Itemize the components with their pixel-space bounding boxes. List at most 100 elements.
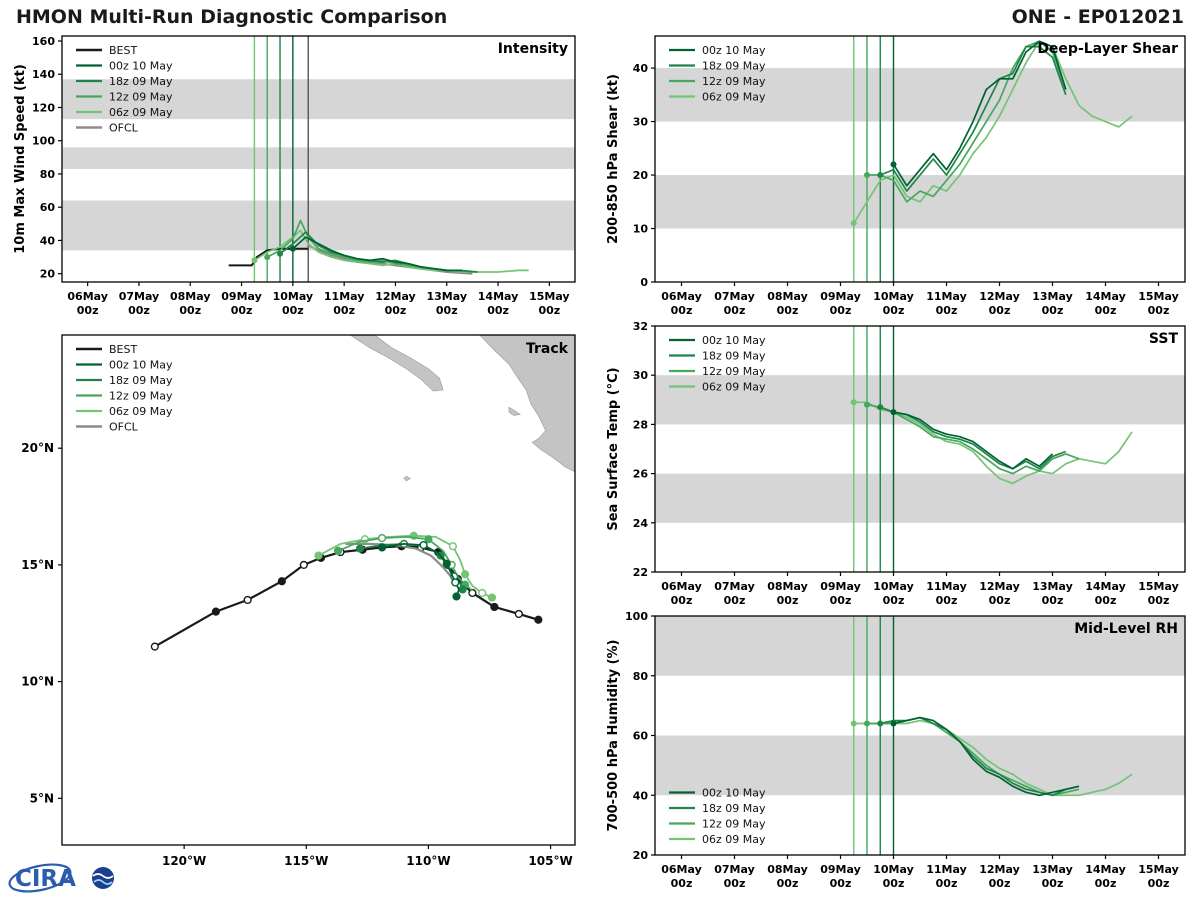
svg-text:Deep-Layer Shear: Deep-Layer Shear: [1037, 41, 1178, 57]
svg-text:13May: 13May: [1032, 290, 1073, 303]
svg-text:160: 160: [32, 35, 55, 48]
svg-text:SST: SST: [1149, 331, 1179, 347]
svg-text:20: 20: [40, 268, 56, 281]
svg-text:08May: 08May: [767, 580, 808, 593]
svg-text:00z: 00z: [883, 594, 905, 607]
storm-id: ONE - EP012021: [1011, 6, 1184, 28]
svg-text:OFCL: OFCL: [109, 421, 139, 434]
cira-swirl: [8, 863, 72, 893]
svg-text:00z: 00z: [777, 304, 799, 317]
svg-text:18z 09 May: 18z 09 May: [702, 350, 766, 363]
svg-text:40: 40: [633, 62, 649, 75]
svg-text:10: 10: [633, 223, 649, 236]
svg-text:60: 60: [40, 201, 56, 214]
svg-text:12z 09 May: 12z 09 May: [702, 365, 766, 378]
svg-text:10May: 10May: [873, 863, 914, 876]
svg-text:09May: 09May: [820, 580, 861, 593]
svg-text:06May: 06May: [661, 580, 702, 593]
svg-text:10May: 10May: [873, 290, 914, 303]
svg-text:14May: 14May: [478, 290, 519, 303]
svg-text:BEST: BEST: [109, 343, 137, 356]
svg-text:00z: 00z: [487, 304, 509, 317]
svg-text:15°N: 15°N: [21, 558, 54, 572]
svg-text:00z: 00z: [333, 304, 355, 317]
mid-level-rh-chart: 06May00z07May00z08May00z09May00z10May00z…: [606, 610, 1186, 890]
svg-text:140: 140: [32, 68, 55, 81]
svg-text:10m Max Wind Speed (kt): 10m Max Wind Speed (kt): [13, 64, 28, 254]
svg-text:20: 20: [633, 849, 649, 862]
sst-chart: 06May00z07May00z08May00z09May00z10May00z…: [606, 320, 1186, 607]
svg-text:06z 09 May: 06z 09 May: [109, 106, 173, 119]
svg-text:18z 09 May: 18z 09 May: [702, 802, 766, 815]
svg-text:13May: 13May: [1032, 863, 1073, 876]
svg-text:80: 80: [633, 670, 649, 683]
svg-text:00z: 00z: [671, 304, 693, 317]
svg-text:12May: 12May: [979, 290, 1020, 303]
svg-text:06May: 06May: [661, 863, 702, 876]
svg-text:09May: 09May: [820, 863, 861, 876]
svg-text:Sea Surface Temp (°C): Sea Surface Temp (°C): [606, 367, 621, 530]
svg-text:00z: 00z: [282, 304, 304, 317]
svg-text:00z: 00z: [724, 304, 746, 317]
svg-text:08May: 08May: [767, 290, 808, 303]
svg-text:30: 30: [633, 369, 649, 382]
svg-text:12z 09 May: 12z 09 May: [109, 390, 173, 403]
svg-text:00z: 00z: [989, 594, 1011, 607]
svg-text:08May: 08May: [170, 290, 211, 303]
svg-text:12May: 12May: [979, 580, 1020, 593]
svg-text:08May: 08May: [767, 863, 808, 876]
svg-text:40: 40: [40, 234, 56, 247]
svg-text:13May: 13May: [1032, 580, 1073, 593]
svg-text:00z: 00z: [77, 304, 99, 317]
svg-text:00z: 00z: [883, 304, 905, 317]
svg-text:15May: 15May: [1138, 290, 1179, 303]
svg-text:200-850 hPa Shear (kt): 200-850 hPa Shear (kt): [606, 74, 621, 244]
svg-text:00z: 00z: [883, 877, 905, 890]
svg-text:110°W: 110°W: [406, 854, 450, 868]
svg-text:00z: 00z: [671, 877, 693, 890]
svg-text:13May: 13May: [426, 290, 467, 303]
svg-text:5°N: 5°N: [30, 791, 54, 805]
svg-text:105°W: 105°W: [528, 854, 572, 868]
svg-text:00z: 00z: [989, 304, 1011, 317]
svg-text:00z 10 May: 00z 10 May: [109, 60, 173, 73]
svg-text:120: 120: [32, 101, 55, 114]
svg-text:100: 100: [32, 135, 55, 148]
svg-text:00z: 00z: [936, 877, 958, 890]
svg-text:06May: 06May: [67, 290, 108, 303]
svg-text:00z: 00z: [777, 594, 799, 607]
svg-text:11May: 11May: [926, 580, 967, 593]
svg-text:00z: 00z: [1095, 594, 1117, 607]
svg-text:Track: Track: [526, 341, 569, 357]
svg-text:24: 24: [633, 517, 649, 530]
svg-text:06May: 06May: [661, 290, 702, 303]
svg-text:14May: 14May: [1085, 580, 1126, 593]
svg-text:120°W: 120°W: [162, 854, 206, 868]
svg-text:00z: 00z: [179, 304, 201, 317]
svg-text:15May: 15May: [1138, 580, 1179, 593]
svg-text:00z: 00z: [1042, 877, 1064, 890]
svg-text:00z: 00z: [1095, 877, 1117, 890]
svg-text:Mid-Level RH: Mid-Level RH: [1074, 621, 1178, 637]
svg-text:30: 30: [633, 116, 649, 129]
svg-text:11May: 11May: [926, 290, 967, 303]
svg-text:12May: 12May: [375, 290, 416, 303]
svg-text:12z 09 May: 12z 09 May: [702, 818, 766, 831]
svg-text:22: 22: [633, 566, 648, 579]
svg-text:06z 09 May: 06z 09 May: [702, 833, 766, 846]
svg-text:07May: 07May: [714, 290, 755, 303]
svg-text:BEST: BEST: [109, 44, 137, 57]
svg-text:00z: 00z: [1095, 304, 1117, 317]
svg-text:00z: 00z: [936, 304, 958, 317]
svg-text:10May: 10May: [873, 580, 914, 593]
svg-text:20°N: 20°N: [21, 441, 54, 455]
svg-text:00z: 00z: [989, 877, 1011, 890]
svg-text:00z: 00z: [538, 304, 560, 317]
svg-text:15May: 15May: [1138, 863, 1179, 876]
svg-text:11May: 11May: [926, 863, 967, 876]
svg-text:00z: 00z: [724, 594, 746, 607]
svg-text:700-500 hPa Humidity (%): 700-500 hPa Humidity (%): [606, 640, 621, 832]
cira-logo: CIRA: [8, 863, 114, 893]
svg-text:12z 09 May: 12z 09 May: [109, 91, 173, 104]
intensity-chart: 06May00z07May00z08May00z09May00z10May00z…: [13, 35, 576, 317]
